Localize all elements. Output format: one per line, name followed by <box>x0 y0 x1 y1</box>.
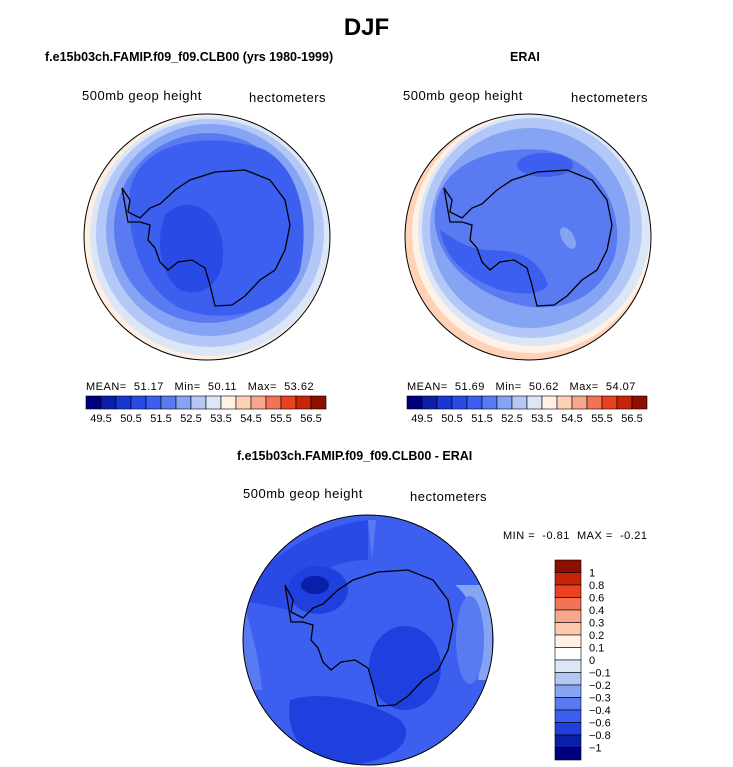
model-colorbar-box <box>310 395 327 410</box>
diff-colorbar-label: −0.2 <box>589 680 611 692</box>
model-panel-title: f.e15b03ch.FAMIP.f09_f09.CLB00 (yrs 1980… <box>45 50 334 64</box>
diff-colorbar-label: 0.6 <box>589 593 604 605</box>
erai-panel-title: ERAI <box>510 50 540 64</box>
diff-colorbar-label: 1 <box>589 568 595 580</box>
diff-colorbar-label: 0.3 <box>589 618 604 630</box>
model-colorbar-label: 52.5 <box>180 413 201 425</box>
erai-field-label: 500mb geop height <box>403 88 523 103</box>
diff-colorbar-box <box>554 584 582 598</box>
model-colorbar-label: 49.5 <box>90 413 111 425</box>
diff-colorbar-box <box>554 634 582 648</box>
diff-coastline <box>284 569 454 707</box>
erai-colorbar-label: 52.5 <box>501 413 522 425</box>
diff-colorbar-box <box>554 747 582 761</box>
erai-colorbar-label: 56.5 <box>621 413 642 425</box>
diff-panel-title: f.e15b03ch.FAMIP.f09_f09.CLB00 - ERAI <box>237 449 473 463</box>
diff-colorbar-box <box>554 609 582 623</box>
erai-stats: MEAN= 51.69 Min= 50.62 Max= 54.07 <box>407 381 636 393</box>
diff-colorbar-box <box>554 697 582 711</box>
diff-colorbar-label: −0.6 <box>589 718 611 730</box>
erai-colorbar-label: 49.5 <box>411 413 432 425</box>
model-colorbar-label: 53.5 <box>210 413 231 425</box>
figure-title: DJF <box>343 14 390 41</box>
model-colorbar-label: 51.5 <box>150 413 171 425</box>
model-units-label: hectometers <box>249 90 327 105</box>
model-field-label: 500mb geop height <box>82 88 202 103</box>
model-stats: MEAN= 51.17 Min= 50.11 Max= 53.62 <box>86 381 315 393</box>
diff-colorbar-box <box>554 672 582 686</box>
diff-colorbar-box <box>554 559 582 573</box>
model-coastline <box>121 169 291 307</box>
diff-colorbar-box <box>554 709 582 723</box>
erai-colorbar-label: 55.5 <box>591 413 612 425</box>
diff-colorbar-box <box>554 622 582 636</box>
diff-colorbar-label: 0.1 <box>589 643 604 655</box>
diff-colorbar-box <box>554 659 582 673</box>
model-colorbar-label: 54.5 <box>240 413 261 425</box>
diff-colorbar-box <box>554 722 582 736</box>
diff-colorbar-label: 0.2 <box>589 630 604 642</box>
model-colorbar-label: 50.5 <box>120 413 141 425</box>
diff-colorbar-box <box>554 597 582 611</box>
erai-coastline <box>443 169 613 307</box>
diff-colorbar-label: −0.8 <box>589 730 611 742</box>
diff-field-label: 500mb geop height <box>243 486 363 501</box>
erai-contours <box>405 114 651 360</box>
diff-colorbar-box <box>554 684 582 698</box>
diff-colorbar-label: −0.4 <box>589 705 611 717</box>
erai-colorbar-box <box>631 395 648 410</box>
diff-units-label: hectometers <box>410 489 488 504</box>
diff-colorbar-box <box>554 647 582 661</box>
model-colorbar-label: 56.5 <box>300 413 321 425</box>
erai-colorbar-label: 50.5 <box>441 413 462 425</box>
diff-colorbar-box <box>554 572 582 586</box>
diff-colorbar-label: 0.8 <box>589 580 604 592</box>
model-colorbar-label: 55.5 <box>270 413 291 425</box>
diff-colorbar-label: −1 <box>589 743 602 755</box>
erai-units-label: hectometers <box>571 90 649 105</box>
diff-colorbar-label: −0.3 <box>589 693 611 705</box>
diff-minmax: MIN = -0.81 MAX = -0.21 <box>503 530 648 542</box>
diff-colorbar-label: −0.1 <box>589 668 611 680</box>
erai-colorbar-label: 51.5 <box>471 413 492 425</box>
erai-colorbar-label: 53.5 <box>531 413 552 425</box>
diff-colorbar-label: 0.4 <box>589 605 604 617</box>
erai-colorbar-label: 54.5 <box>561 413 582 425</box>
diff-contours <box>243 515 493 765</box>
diff-colorbar-box <box>554 734 582 748</box>
diff-colorbar-label: 0 <box>589 655 595 667</box>
